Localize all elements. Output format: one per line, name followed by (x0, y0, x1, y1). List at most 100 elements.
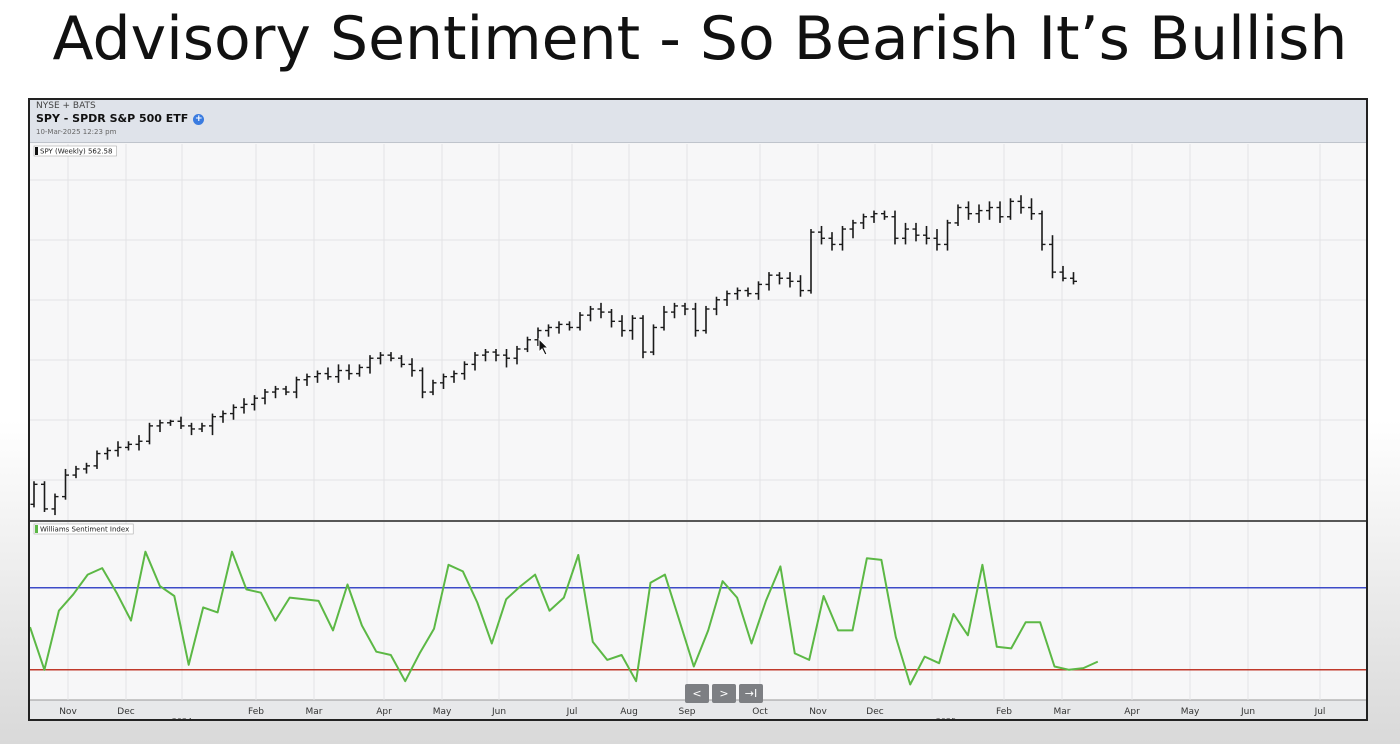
price-bar (377, 352, 384, 365)
x-tick-label: Jun (491, 707, 506, 717)
x-tick-label: Apr (1124, 707, 1140, 717)
price-bar (744, 287, 752, 297)
price-bar (618, 315, 626, 337)
scroll-to-end-button[interactable]: →I (739, 684, 763, 703)
price-bar (776, 272, 783, 285)
price-bar (293, 376, 300, 399)
x-year-label: 2025 (936, 717, 956, 719)
price-bar (41, 481, 48, 512)
price-bar (881, 210, 888, 220)
price-bar (839, 225, 846, 251)
x-tick-label: May (1181, 707, 1200, 717)
price-bars (30, 195, 1077, 516)
indicator-legend-swatch (35, 525, 38, 533)
x-tick-label: Feb (248, 707, 264, 717)
x-tick-label: Apr (376, 707, 392, 717)
price-bar (282, 385, 290, 396)
price-bar (146, 422, 153, 445)
price-bar (629, 315, 636, 340)
price-bar (335, 364, 342, 383)
price-bar (366, 355, 374, 374)
price-bar (167, 419, 174, 426)
price-bar (51, 493, 59, 516)
grid-lines (30, 144, 1366, 700)
chart-svg[interactable]: Nov Dec Feb Mar Apr May Jun Jul Aug Sep Oct Nov Dec F… (30, 100, 1366, 719)
price-bar (261, 388, 269, 405)
mouse-cursor-icon (538, 338, 550, 356)
price-bar (639, 315, 647, 359)
price-bar (954, 204, 962, 226)
price-bar (461, 361, 468, 380)
indicator-legend-box (33, 523, 134, 535)
price-bar (828, 232, 836, 251)
price-bar (597, 302, 605, 319)
price-bar (114, 441, 122, 457)
x-tick-label: Feb (996, 707, 1012, 717)
price-bar (83, 462, 90, 474)
price-bar (104, 447, 111, 460)
x-tick-label: Oct (752, 707, 768, 717)
symbol-title: SPY - SPDR S&P 500 ETF + (36, 112, 205, 125)
price-bar (587, 305, 594, 322)
price-bar (975, 204, 983, 223)
price-bar (608, 309, 615, 328)
price-bar (797, 275, 804, 297)
price-bar (818, 225, 825, 245)
price-bar (398, 355, 405, 368)
price-bar (1017, 195, 1025, 214)
slide-title: Advisory Sentiment - So Bearish It’s Bul… (52, 4, 1348, 74)
price-bar (734, 287, 741, 300)
price-bar (849, 219, 857, 239)
price-bar (93, 450, 101, 469)
price-bar (755, 281, 762, 300)
price-bar (723, 290, 731, 306)
scroll-right-button[interactable]: > (712, 684, 736, 703)
price-bar (450, 370, 458, 383)
price-bar (314, 370, 321, 383)
price-bar (671, 302, 678, 319)
x-tick-label: Nov (809, 707, 827, 717)
price-bar (156, 419, 164, 433)
price-bar (902, 222, 909, 245)
price-bar (198, 422, 206, 433)
price-bar (786, 272, 794, 288)
price-bar (891, 210, 899, 245)
price-bar (765, 272, 773, 291)
price-bar (230, 404, 237, 420)
price-bar (965, 201, 972, 220)
price-bar (860, 213, 867, 230)
price-bar (135, 435, 143, 451)
price-bar (555, 321, 563, 334)
price-legend-box (33, 145, 117, 157)
indicator-legend: Williams Sentiment Index (33, 523, 134, 535)
x-tick-label: Nov (59, 707, 77, 717)
exchange-label: NYSE + BATS (36, 101, 96, 111)
price-legend-swatch (35, 147, 38, 155)
chart-frame[interactable]: Nov Dec Feb Mar Apr May Jun Jul Aug Sep Oct Nov Dec F… (28, 98, 1368, 721)
price-bar (72, 465, 80, 479)
price-bar (870, 210, 878, 223)
price-bar (534, 327, 542, 346)
x-tick-label: Sep (679, 707, 696, 717)
chart-header: NYSE + BATS SPY - SPDR S&P 500 ETF + 10-M… (30, 100, 1366, 143)
price-bar (272, 385, 279, 399)
x-tick-label: May (433, 707, 452, 717)
price-bar (545, 324, 552, 337)
price-bar (1038, 210, 1046, 251)
price-bar (1007, 198, 1014, 220)
price-bar (251, 395, 258, 411)
price-bar (944, 219, 951, 251)
x-tick-label: Jul (566, 707, 578, 717)
price-legend: SPY (Weekly) 562.58 (33, 145, 117, 157)
price-bar (996, 201, 1004, 223)
price-bar (125, 441, 132, 451)
price-bar (1059, 265, 1067, 282)
price-legend-text: SPY (Weekly) 562.58 (40, 148, 112, 156)
price-bar (492, 348, 500, 362)
indicator-legend-text: Williams Sentiment Index (40, 526, 129, 534)
price-bar (986, 201, 993, 220)
scroll-left-button[interactable]: < (685, 684, 709, 703)
info-plus-icon[interactable]: + (193, 114, 205, 125)
timestamp: 10-Mar-2025 12:23 pm (36, 128, 117, 136)
price-bar (702, 305, 710, 334)
